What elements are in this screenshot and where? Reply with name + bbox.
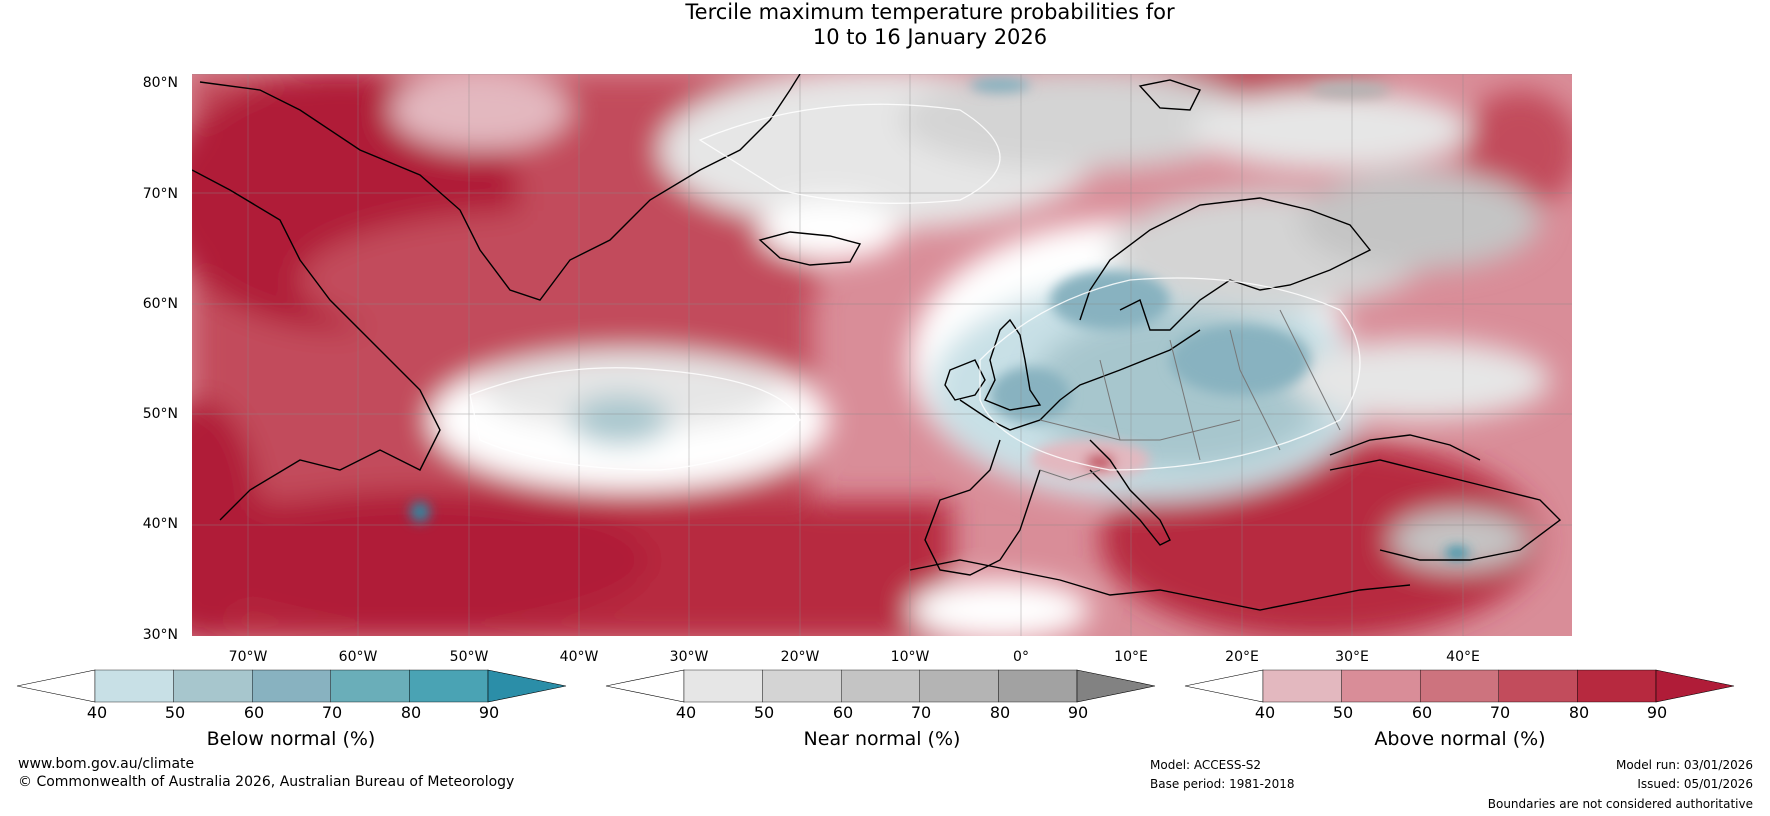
- below-colorbar-extend-low: [16, 669, 96, 703]
- turkey-coast: [1329, 459, 1562, 561]
- lon-label-40e: 40°E: [1446, 649, 1480, 665]
- map-title: Tercile maximum temperature probabilitie…: [0, 0, 1770, 50]
- probability-fields: [192, 74, 1572, 636]
- near-colorbar-segment: [998, 669, 1078, 703]
- below-colorbar-segment: [251, 669, 331, 703]
- below-tick-50: 50: [164, 703, 186, 722]
- near-label: Near normal (%): [803, 728, 961, 750]
- britain-coast: [984, 318, 1042, 411]
- near-colorbar-segment: [841, 669, 921, 703]
- near-tick-40: 40: [675, 703, 697, 722]
- near-tick-60: 60: [832, 703, 854, 722]
- iceland-coast: [758, 231, 862, 266]
- below-colorbar-segment: [173, 669, 253, 703]
- lon-label-10e: 10°E: [1114, 649, 1148, 665]
- lon-label-10w: 10°W: [890, 649, 930, 665]
- near-colorbar-extend-high: [1076, 669, 1156, 703]
- above-colorbar-extend-low: [1184, 669, 1264, 703]
- below-colorbar-segment: [330, 669, 410, 703]
- iberia-coast: [924, 439, 1041, 576]
- lon-label-70w: 70°W: [228, 649, 268, 665]
- lat-label-70n: 70°N: [142, 186, 178, 202]
- north-africa-coast: [909, 559, 1411, 611]
- footer-issued: Issued: 05/01/2026: [1637, 777, 1753, 791]
- above-tick-60: 60: [1411, 703, 1433, 722]
- above-colorbar-segment: [1262, 669, 1342, 703]
- above-tick-40: 40: [1254, 703, 1276, 722]
- lon-label-20w: 20°W: [780, 649, 820, 665]
- above-label: Above normal (%): [1374, 728, 1546, 750]
- lat-label-40n: 40°N: [142, 516, 178, 532]
- below-tick-40: 40: [86, 703, 108, 722]
- graticule: [192, 74, 1572, 636]
- footer-copyright: © Commonwealth of Australia 2026, Austra…: [18, 774, 515, 790]
- footer-disclaimer: Boundaries are not considered authoritat…: [1487, 797, 1753, 811]
- lon-label-60w: 60°W: [338, 649, 378, 665]
- above-colorbar-segment: [1577, 669, 1657, 703]
- lat-label-80n: 80°N: [142, 75, 178, 91]
- above-colorbar-extend-high: [1655, 669, 1735, 703]
- below-tick-70: 70: [321, 703, 343, 722]
- lat-label-60n: 60°N: [142, 296, 178, 312]
- above-tick-70: 70: [1489, 703, 1511, 722]
- lat-label-30n: 30°N: [142, 627, 178, 643]
- below-colorbar-segment: [94, 669, 174, 703]
- lon-label-0: 0°: [1013, 649, 1029, 665]
- below-tick-60: 60: [243, 703, 265, 722]
- below-colorbar-segment: [409, 669, 489, 703]
- above-colorbar-segment: [1498, 669, 1578, 703]
- title-line-1: Tercile maximum temperature probabilitie…: [685, 0, 1175, 24]
- below-label: Below normal (%): [206, 728, 376, 750]
- lon-label-30w: 30°W: [669, 649, 709, 665]
- footer-website: www.bom.gov.au/climate: [18, 756, 195, 772]
- near-colorbar-segment: [683, 669, 763, 703]
- lon-label-50w: 50°W: [449, 649, 489, 665]
- footer-model: Model: ACCESS-S2: [1150, 758, 1262, 772]
- borders: [1039, 309, 1341, 481]
- above-tick-90: 90: [1646, 703, 1668, 722]
- below-tick-80: 80: [400, 703, 422, 722]
- above-tick-80: 80: [1568, 703, 1590, 722]
- near-tick-70: 70: [910, 703, 932, 722]
- lat-label-50n: 50°N: [142, 406, 178, 422]
- svalbard-coast: [1138, 79, 1201, 111]
- near-tick-80: 80: [989, 703, 1011, 722]
- below-colorbar-extend-high: [487, 669, 567, 703]
- near-colorbar-extend-low: [605, 669, 685, 703]
- probability-detail: [410, 77, 1469, 559]
- greenland-coast: [199, 74, 801, 301]
- ireland-coast: [944, 359, 986, 401]
- near-colorbar-segment: [762, 669, 842, 703]
- above-colorbar-segment: [1341, 669, 1421, 703]
- footer-model-run: Model run: 03/01/2026: [1615, 758, 1753, 772]
- near-tick-90: 90: [1067, 703, 1089, 722]
- lon-label-40w: 40°W: [559, 649, 599, 665]
- coastlines: [192, 74, 1562, 611]
- lon-label-30e: 30°E: [1335, 649, 1369, 665]
- above-tick-50: 50: [1332, 703, 1354, 722]
- lon-label-20e: 20°E: [1225, 649, 1259, 665]
- probability-contours: [469, 103, 1361, 471]
- near-tick-50: 50: [753, 703, 775, 722]
- black-sea-coast: [1329, 434, 1481, 461]
- canada-coast: [192, 169, 441, 521]
- below-tick-90: 90: [478, 703, 500, 722]
- near-colorbar-segment: [919, 669, 999, 703]
- above-colorbar-segment: [1419, 669, 1499, 703]
- title-line-2: 10 to 16 January 2026: [812, 25, 1048, 49]
- colorbars: [16, 669, 1735, 703]
- footer-base-period: Base period: 1981-2018: [1150, 777, 1295, 791]
- scandinavia-coast: [1079, 197, 1372, 331]
